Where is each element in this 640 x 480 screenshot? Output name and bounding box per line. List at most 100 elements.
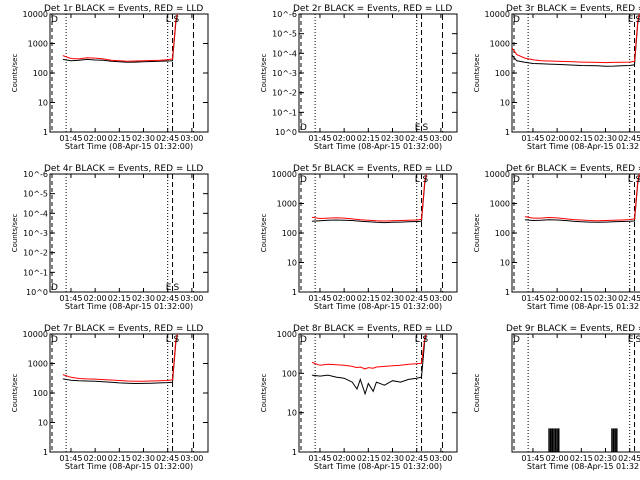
x-tick-label: 02:30 — [594, 454, 617, 463]
x-tick-label: 01:45 — [308, 454, 331, 463]
annotation-marker: D — [300, 123, 307, 133]
chart-panel-2: Det 2r BLACK = Events, RED = LLD 10^0 10^-… — [260, 4, 458, 151]
chart-panel-5: Det 5r BLACK = Events, RED = LLD 1 10 100 10… — [260, 164, 458, 311]
x-tick-label: 01:45 — [521, 134, 544, 143]
x-tick-label: 02:00 — [546, 134, 569, 143]
annotation-marker: D — [51, 335, 58, 345]
y-tick-label: 10^-6 — [272, 10, 297, 19]
y-tick-label: 100 — [282, 229, 297, 238]
x-tick-label: 02:00 — [84, 294, 107, 303]
chart-panel-3: Det 3r BLACK = Events, RED = LLD 1 10 100 10… — [473, 4, 640, 151]
x-tick-label: 02:30 — [381, 294, 404, 303]
series-events-line — [524, 175, 640, 223]
x-tick-label: 02:15 — [357, 134, 380, 143]
y-axis-label: Counts/sec — [260, 54, 268, 93]
x-tick-label: 02:15 — [357, 294, 380, 303]
annotation-marker: D — [51, 15, 58, 25]
series-lld-line — [311, 173, 427, 222]
x-tick-label: 03:00 — [429, 134, 452, 143]
annotation-marker: D — [300, 175, 307, 185]
series-events-line — [311, 335, 427, 396]
series-events-line — [311, 175, 427, 224]
chart-panel-9: Det 9r BLACK = Events, RED = LLD Counts/s… — [473, 324, 640, 471]
x-axis-label: Start Time (08-Apr-15 01:32:00) — [527, 142, 640, 151]
chart-title: Det 8r BLACK = Events, RED = LLD — [293, 324, 452, 334]
y-tick-label: 10000 — [485, 170, 510, 179]
x-tick-label: 02:15 — [108, 294, 131, 303]
y-tick-label: 100 — [495, 69, 510, 78]
annotation-marker: E — [628, 335, 634, 345]
y-tick-label: 10^-5 — [23, 190, 48, 199]
y-tick-label: 10^-6 — [23, 170, 48, 179]
series-events-line — [62, 335, 178, 385]
x-tick-label: 02:30 — [594, 294, 617, 303]
chart-title: Det 1r BLACK = Events, RED = LLD — [44, 4, 203, 14]
y-tick-label: 1000 — [490, 200, 510, 209]
x-tick-label: 02:45 — [405, 294, 428, 303]
x-tick-label: 02:00 — [333, 294, 356, 303]
plot-frame — [298, 333, 458, 453]
x-tick-label: 01:45 — [308, 294, 331, 303]
y-tick-label: 1 — [292, 288, 297, 297]
x-tick-label: 01:45 — [521, 454, 544, 463]
chart-title: Det 6r BLACK = Events, RED = LLD — [506, 164, 640, 174]
y-tick-label: 10000 — [23, 10, 48, 19]
annotation-marker: S — [423, 335, 429, 345]
x-tick-label: 02:45 — [156, 294, 179, 303]
y-axis-label: Counts/sec — [11, 214, 19, 253]
x-tick-label: 02:30 — [594, 134, 617, 143]
x-tick-label: 03:00 — [180, 134, 203, 143]
x-axis-label: Start Time (08-Apr-15 01:32:00) — [527, 302, 640, 311]
y-tick-label: 10^-5 — [272, 30, 297, 39]
plot-frame — [298, 13, 458, 133]
y-tick-label: 10 — [38, 419, 48, 428]
x-axis-label: Start Time (08-Apr-15 01:32:00) — [65, 462, 193, 471]
x-tick-label: 02:00 — [333, 134, 356, 143]
x-axis-label: Start Time (08-Apr-15 01:32:00) — [314, 142, 442, 151]
x-tick-label: 02:00 — [546, 454, 569, 463]
y-tick-label: 1000 — [490, 40, 510, 49]
x-tick-label: 01:45 — [308, 134, 331, 143]
annotation-marker: D — [513, 335, 520, 345]
y-axis-label: Counts/sec — [260, 374, 268, 413]
x-tick-label: 02:30 — [381, 454, 404, 463]
y-axis-label: Counts/sec — [11, 374, 19, 413]
y-tick-label: 10000 — [23, 330, 48, 339]
y-axis-label: Counts/sec — [473, 54, 481, 93]
series-lld-line — [311, 333, 427, 370]
chart-panel-6: Det 6r BLACK = Events, RED = LLD 1 10 100 10… — [473, 164, 640, 311]
x-tick-label: 02:45 — [405, 134, 428, 143]
annotation-marker: L — [166, 335, 171, 345]
y-tick-label: 10^-2 — [23, 249, 48, 258]
x-tick-label: 02:30 — [381, 134, 404, 143]
y-tick-label: 10^-2 — [272, 89, 297, 98]
annotation-marker: S — [423, 175, 429, 185]
x-tick-label: 02:45 — [618, 454, 640, 463]
y-tick-label: 100 — [282, 369, 297, 378]
x-tick-label: 02:00 — [333, 454, 356, 463]
y-tick-label: 1000 — [277, 330, 297, 339]
plot-frame — [49, 333, 209, 453]
y-tick-label: 1 — [292, 448, 297, 457]
x-tick-label: 02:15 — [357, 454, 380, 463]
annotation-marker: D — [513, 15, 520, 25]
annotation-marker: L — [415, 175, 420, 185]
chart-title: Det 9r BLACK = Events, RED = LLD — [506, 324, 640, 334]
y-tick-label: 1 — [43, 128, 48, 137]
x-tick-label: 02:15 — [570, 454, 593, 463]
annotation-marker: S — [174, 15, 180, 25]
annotation-marker: D — [300, 335, 307, 345]
x-tick-label: 01:45 — [59, 454, 82, 463]
series-lld-line — [511, 13, 640, 64]
x-tick-label: 02:45 — [618, 134, 640, 143]
chart-title: Det 3r BLACK = Events, RED = LLD — [506, 4, 640, 14]
y-tick-label: 100 — [33, 69, 48, 78]
x-tick-label: 03:00 — [429, 294, 452, 303]
x-tick-label: 02:45 — [618, 294, 640, 303]
annotation-marker: L — [166, 15, 171, 25]
y-tick-label: 10^-3 — [272, 69, 297, 78]
y-tick-label: 10^0 — [26, 288, 48, 297]
x-tick-label: 02:45 — [156, 134, 179, 143]
y-tick-label: 10000 — [272, 170, 297, 179]
y-tick-label: 10 — [500, 99, 510, 108]
